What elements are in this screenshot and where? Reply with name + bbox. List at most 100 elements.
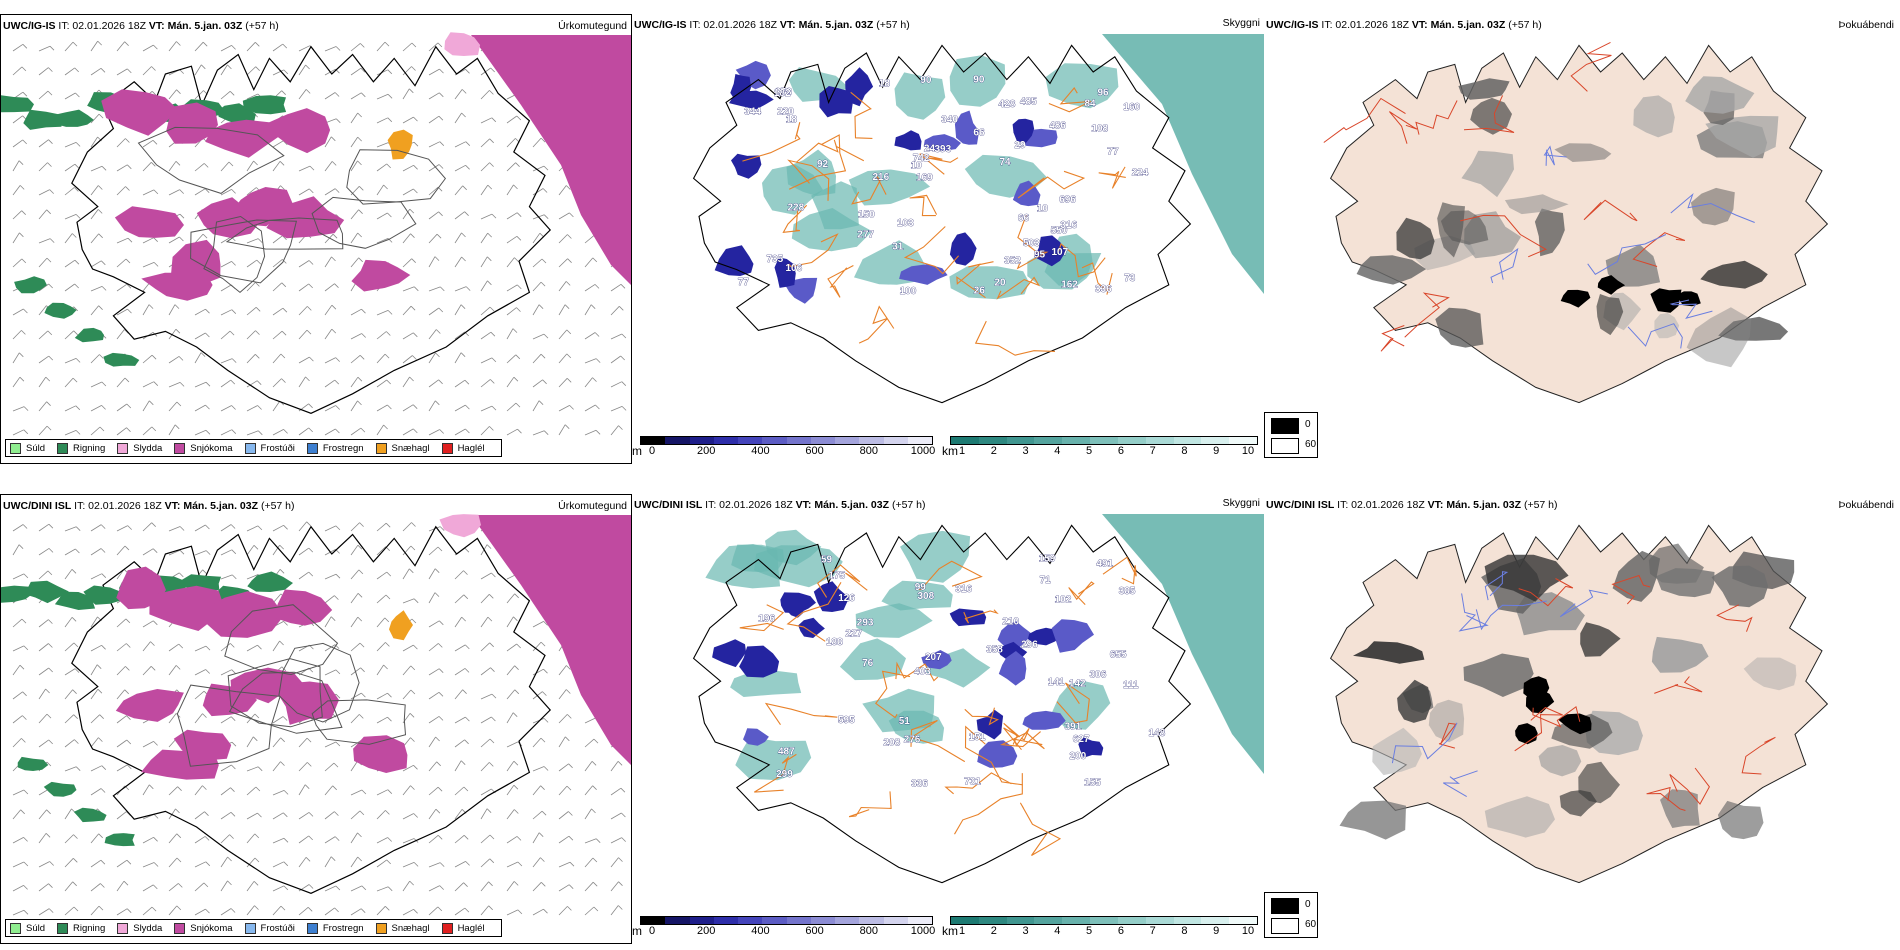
ceiling-value-label: 10: [1037, 204, 1049, 215]
road-line: [1048, 87, 1092, 113]
wind-barb: [246, 160, 254, 172]
wind-barb: [194, 785, 203, 796]
wind-barb: [558, 304, 566, 316]
precip-label-top: Úrkomutegund: [558, 20, 627, 32]
wind-barb: [246, 66, 256, 76]
legend-swatch: [375, 922, 387, 934]
wind-barb-flag: [127, 764, 132, 770]
wind-barb-flag: [127, 164, 132, 170]
wind-barb-flag: [231, 669, 236, 674]
wind-barb: [454, 352, 462, 364]
wind-barb: [506, 354, 517, 364]
wind-barb-flag: [126, 283, 132, 289]
wind-barb-flag: [465, 644, 470, 650]
wind-barb-flag: [258, 430, 263, 436]
ceiling-value-label: 696: [1059, 194, 1076, 205]
wind-barb-flag: [48, 908, 54, 913]
wind-barb: [246, 42, 256, 52]
ceiling-value-label: 278: [775, 87, 792, 98]
wind-barb-flag: [435, 808, 441, 814]
ceiling-value-label: 340: [941, 115, 958, 126]
wind-barb: [454, 185, 464, 196]
wind-barb: [324, 304, 333, 316]
wind-barb: [428, 211, 439, 220]
wind-barb: [90, 136, 98, 148]
wind-barb: [402, 545, 412, 556]
wind-barb: [142, 741, 154, 748]
fog-index-area: [1504, 194, 1569, 215]
wind-barb-flag: [434, 568, 440, 573]
wind-barb: [194, 908, 206, 916]
wind-barb-flag: [283, 621, 288, 626]
visibility-area: [949, 266, 1030, 300]
rain-area: [14, 276, 47, 294]
wind-barb-flag: [72, 233, 77, 238]
ceiling-value-label: 742: [913, 153, 930, 164]
colorbar-segment: [859, 437, 884, 444]
wind-barb-flag: [46, 809, 51, 815]
road-line: [910, 719, 966, 763]
dense-fog-area: [1525, 689, 1555, 714]
road-line: [1570, 41, 1612, 92]
wind-barb-flag: [305, 376, 310, 382]
ceiling-value-label: 308: [918, 591, 935, 602]
wind-barb: [480, 184, 489, 196]
wind-barb-flag: [22, 691, 27, 697]
wind-barb: [402, 764, 414, 772]
wind-barb-flag: [566, 353, 572, 359]
wind-barb: [12, 909, 25, 916]
fog-index-area: [1484, 554, 1569, 602]
wind-barb-flag: [304, 784, 310, 789]
fog-map-bottom: [1329, 524, 1829, 884]
wind-barb-flag: [413, 141, 419, 147]
wind-barb-flag: [383, 664, 388, 670]
visibility-colorbar-top: km 1 2 3 4 5 6 7 8 9 10: [942, 436, 1262, 462]
legend-label: Frostregn: [322, 442, 364, 454]
wind-barb-flag: [564, 304, 570, 309]
wind-barb: [38, 209, 48, 220]
wind-barb-flag: [335, 885, 341, 891]
legend-swatch: [57, 442, 69, 454]
wind-barb: [324, 357, 336, 364]
wind-barb-flag: [152, 548, 158, 553]
wind-barb-flag: [357, 400, 362, 406]
wind-barb: [12, 330, 22, 340]
cloud-ceiling-area: [774, 257, 796, 288]
ceiling-value-label: 99: [915, 582, 927, 593]
wind-barb: [194, 233, 204, 244]
wind-barb: [376, 692, 388, 700]
wind-barb-flag: [71, 617, 77, 622]
ceiling-value-label: 71: [1040, 575, 1052, 586]
ceiling-colorbar-top: m 0 200 400 600 800 1000: [632, 436, 937, 462]
wind-barb-flag: [592, 785, 597, 790]
rain-area: [104, 833, 135, 847]
wind-barb-flag: [439, 885, 444, 890]
wind-barb-flag: [231, 261, 236, 266]
wind-barb-flag: [621, 837, 626, 842]
wind-barb-flag: [283, 885, 289, 891]
wind-barb-flag: [385, 906, 390, 911]
wind-barb-flag: [96, 664, 102, 669]
wind-barb-flag: [257, 238, 263, 243]
wind-barb-flag: [464, 668, 470, 673]
road-line: [850, 91, 873, 139]
wind-barb-flag: [49, 238, 55, 243]
wind-barb: [402, 862, 415, 868]
wind-barb-flag: [48, 139, 53, 144]
wind-barb-flag: [383, 184, 388, 190]
wind-barb: [350, 400, 358, 412]
wind-barb-flag: [515, 402, 521, 408]
wind-barb: [350, 714, 360, 724]
wind-barb-flag: [409, 376, 414, 382]
wind-barb: [350, 740, 362, 748]
wind-barb: [90, 113, 100, 124]
colorbar-segment: [1173, 437, 1202, 444]
wind-barb-flag: [253, 545, 259, 550]
wind-barb: [116, 403, 128, 412]
wind-barb-flag: [569, 405, 574, 410]
sleet-area: [444, 32, 481, 56]
wind-barb: [38, 809, 47, 820]
ceiling-value-label: 316: [955, 584, 972, 595]
ceiling-value-label: 391: [1065, 721, 1082, 732]
wind-barb: [376, 546, 386, 556]
